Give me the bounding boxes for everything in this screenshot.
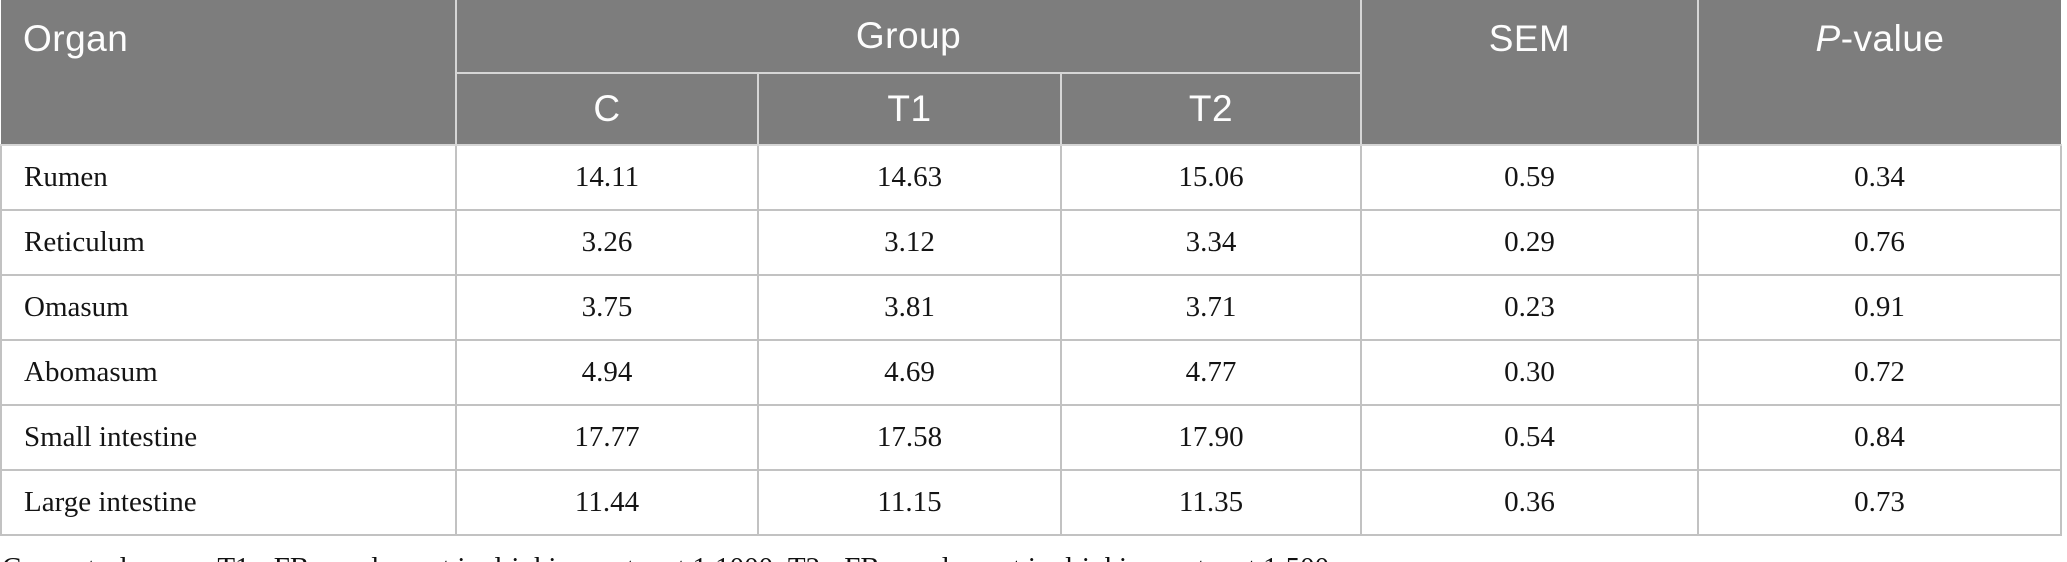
table-row-abomasum: Abomasum 4.94 4.69 4.77 0.30 0.72 xyxy=(0,339,2063,406)
table-row-small-intestine: Small intestine 17.77 17.58 17.90 0.54 0… xyxy=(0,404,2063,471)
value-cell: 17.77 xyxy=(455,404,759,471)
p-value-suffix: -value xyxy=(1840,18,1945,59)
table-body: Rumen 14.11 14.63 15.06 0.59 0.34 Reticu… xyxy=(0,144,2063,536)
header-organ: Organ xyxy=(1,0,457,146)
sem-cell: 0.36 xyxy=(1360,469,1700,536)
sem-cell: 0.59 xyxy=(1360,144,1700,211)
value-cell: 11.44 xyxy=(455,469,759,536)
sem-cell: 0.29 xyxy=(1360,209,1700,276)
table-row-large-intestine: Large intestine 11.44 11.15 11.35 0.36 0… xyxy=(0,469,2063,536)
p-value-italic-p: P xyxy=(1815,18,1841,59)
organ-cell: Reticulum xyxy=(0,209,457,276)
header-group: Group xyxy=(454,0,1363,74)
value-cell: 3.75 xyxy=(455,274,759,341)
p-value-cell: 0.73 xyxy=(1697,469,2063,536)
p-value-cell: 0.91 xyxy=(1697,274,2063,341)
subheader-group-t1: T1 xyxy=(757,72,1062,146)
header-sem: SEM xyxy=(1360,0,1700,146)
value-cell: 17.58 xyxy=(757,404,1062,471)
organ-cell: Small intestine xyxy=(0,404,457,471)
p-value-cell: 0.76 xyxy=(1697,209,2063,276)
sem-cell: 0.23 xyxy=(1360,274,1700,341)
table-row-rumen: Rumen 14.11 14.63 15.06 0.59 0.34 xyxy=(0,144,2063,211)
value-cell: 3.71 xyxy=(1059,274,1363,341)
p-value-cell: 0.84 xyxy=(1697,404,2063,471)
table-row-omasum: Omasum 3.75 3.81 3.71 0.23 0.91 xyxy=(0,274,2063,341)
value-cell: 11.35 xyxy=(1059,469,1363,536)
value-cell: 14.63 xyxy=(757,144,1062,211)
table-footnote: C - control group; T1 - FB supplement in… xyxy=(2,552,2067,562)
table-row-reticulum: Reticulum 3.26 3.12 3.34 0.29 0.76 xyxy=(0,209,2063,276)
value-cell: 3.26 xyxy=(455,209,759,276)
value-cell: 14.11 xyxy=(455,144,759,211)
organ-cell: Rumen xyxy=(0,144,457,211)
p-value-cell: 0.34 xyxy=(1697,144,2063,211)
subheader-group-c: C xyxy=(455,72,759,146)
organ-cell: Abomasum xyxy=(0,339,457,406)
sem-cell: 0.54 xyxy=(1360,404,1700,471)
value-cell: 4.94 xyxy=(455,339,759,406)
sem-cell: 0.30 xyxy=(1360,339,1700,406)
organ-cell: Omasum xyxy=(0,274,457,341)
value-cell: 15.06 xyxy=(1059,144,1363,211)
value-cell: 4.69 xyxy=(757,339,1062,406)
value-cell: 3.81 xyxy=(757,274,1062,341)
value-cell: 11.15 xyxy=(757,469,1062,536)
value-cell: 3.12 xyxy=(757,209,1062,276)
table-header: Organ Group SEM P-value C T1 T2 xyxy=(1,0,2062,146)
value-cell: 3.34 xyxy=(1059,209,1363,276)
value-cell: 4.77 xyxy=(1059,339,1363,406)
subheader-group-t2: T2 xyxy=(1059,72,1363,146)
p-value-cell: 0.72 xyxy=(1697,339,2063,406)
value-cell: 17.90 xyxy=(1059,404,1363,471)
organ-measurements-table: Organ Group SEM P-value C T1 T2 Rumen 14… xyxy=(0,0,2063,536)
organ-cell: Large intestine xyxy=(0,469,457,536)
header-p-value: P-value xyxy=(1697,0,2062,146)
header-row-2: C T1 T2 xyxy=(1,72,2061,146)
header-row-1: Organ Group SEM P-value xyxy=(1,0,2062,146)
